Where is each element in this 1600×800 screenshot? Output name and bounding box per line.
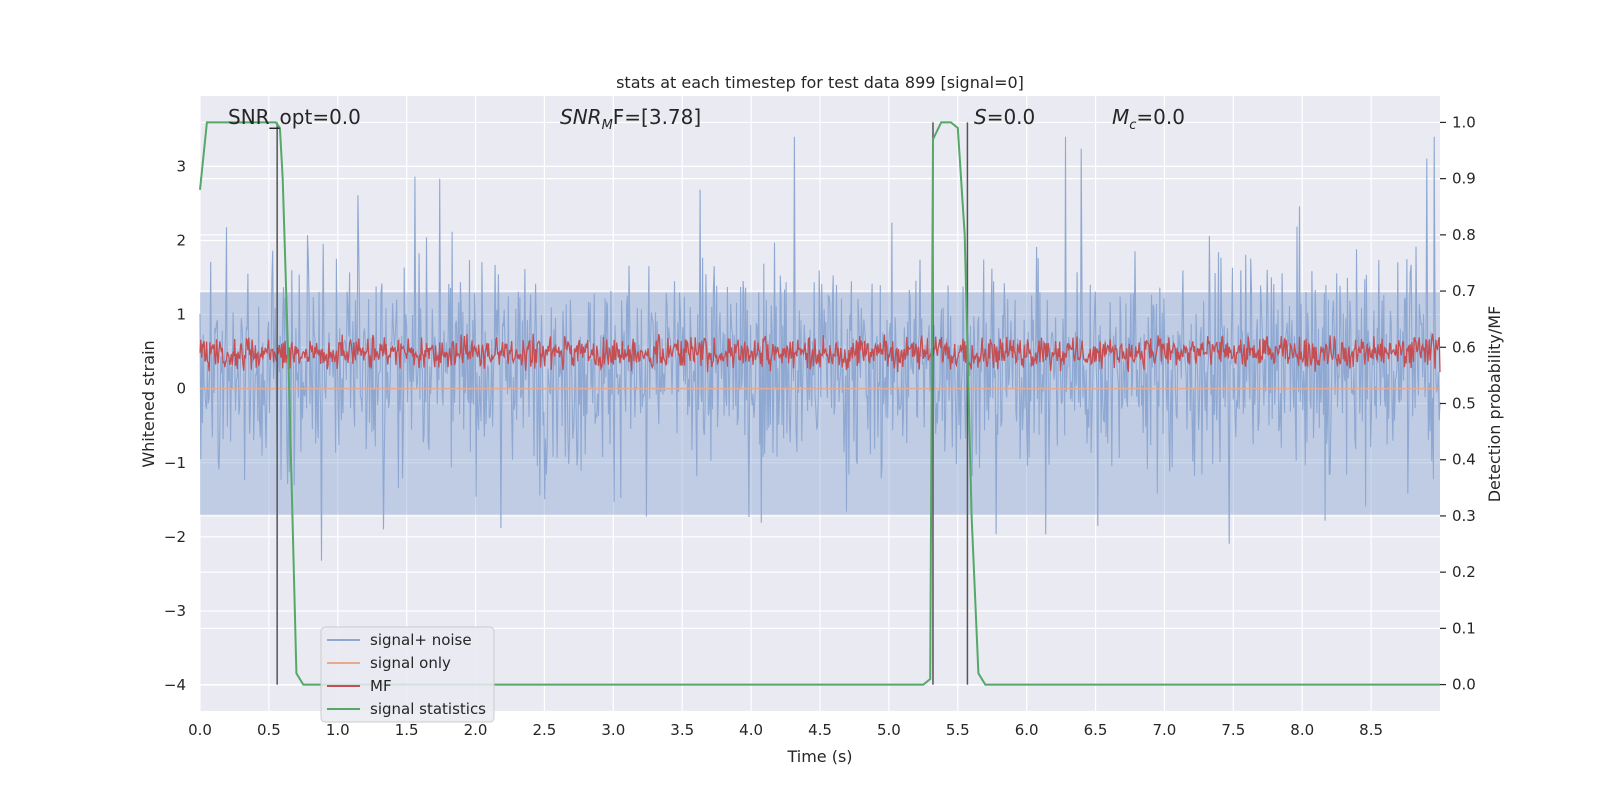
- annotation-s: S=0.0: [974, 105, 1035, 129]
- y-left-tick-label: −4: [164, 676, 186, 694]
- x-tick-label: 7.5: [1221, 721, 1245, 739]
- y-right-tick-label: 0.5: [1452, 395, 1476, 413]
- x-tick-label: 1.0: [326, 721, 350, 739]
- x-tick-label: 2.0: [464, 721, 488, 739]
- legend-label-signal-only: signal only: [370, 654, 451, 672]
- y-axis-left-ticks: 3 2 1 0 −1 −2 −3 −4: [164, 157, 186, 694]
- y-right-tick-label: 1.0: [1452, 113, 1476, 131]
- y-axis-right-label: Detection probability/MF: [1485, 306, 1504, 503]
- x-axis-label: Time (s): [786, 747, 852, 766]
- x-tick-label: 7.0: [1153, 721, 1177, 739]
- x-tick-label: 8.0: [1290, 721, 1314, 739]
- annotation-snr-mf: SNRMF=[3.78]: [560, 105, 701, 133]
- legend-label-signal-noise: signal+ noise: [370, 631, 472, 649]
- signal-noise-line: [199, 136, 1441, 561]
- annotation-mc: Mc=0.0: [1112, 105, 1185, 133]
- x-tick-label: 1.5: [395, 721, 419, 739]
- legend-label-mf: MF: [370, 677, 392, 695]
- y-right-tick-label: 0.4: [1452, 451, 1476, 469]
- x-tick-label: 6.5: [1084, 721, 1108, 739]
- x-tick-label: 2.5: [533, 721, 557, 739]
- x-tick-label: 5.0: [877, 721, 901, 739]
- y-left-tick-label: 0: [176, 380, 186, 398]
- y-right-tick-label: 0.3: [1452, 507, 1476, 525]
- legend-label-signal-statistics: signal statistics: [370, 700, 486, 718]
- y-left-tick-label: 3: [176, 157, 186, 175]
- x-tick-label: 5.5: [946, 721, 970, 739]
- y-right-tick-label: 0.9: [1452, 170, 1476, 188]
- signal-noise-band: [200, 292, 1440, 515]
- x-tick-label: 4.0: [739, 721, 763, 739]
- y-right-tick-label: 0.8: [1452, 226, 1476, 244]
- x-axis-ticks: 0.0 0.5 1.0 1.5 2.0 2.5 3.0 3.5 4.0 4.5 5.0 5.5 6.0 6…: [188, 721, 1383, 739]
- y-left-tick-label: −2: [164, 528, 186, 546]
- x-tick-label: 3.5: [670, 721, 694, 739]
- y-right-tick-label: 0.1: [1452, 619, 1476, 637]
- signal-statistics-series: [199, 121, 1440, 686]
- mf-series: [199, 333, 1441, 373]
- y-right-tick-label: 0.6: [1452, 338, 1476, 356]
- x-tick-label: 3.0: [601, 721, 625, 739]
- y-left-tick-label: −1: [164, 454, 186, 472]
- x-tick-label: 4.5: [808, 721, 832, 739]
- signal-statistics-line: [199, 121, 1440, 686]
- legend-box: [320, 626, 495, 723]
- x-tick-label: 6.0: [1015, 721, 1039, 739]
- legend: signal+ noise signal only MF signal stat…: [320, 626, 495, 723]
- chart-title: stats at each timestep for test data 899…: [616, 73, 1024, 92]
- x-tick-label: 0.5: [257, 721, 281, 739]
- annotation-snr-opt: SNR_opt=0.0: [228, 105, 361, 129]
- y-left-tick-label: 2: [176, 231, 186, 249]
- y-axis-left-label: Whitened strain: [139, 340, 158, 467]
- y-left-tick-label: −3: [164, 602, 186, 620]
- y-right-tick-label: 0.0: [1452, 676, 1476, 694]
- x-tick-label: 0.0: [188, 721, 212, 739]
- y-left-tick-label: 1: [176, 306, 186, 324]
- signal-noise-series: [199, 136, 1441, 561]
- x-tick-label: 8.5: [1359, 721, 1383, 739]
- y-right-tick-label: 0.7: [1452, 282, 1476, 300]
- mf-line: [199, 333, 1441, 373]
- y-axis-right-ticks: 1.0 0.9 0.8 0.7 0.6 0.5 0.4 0.3 0.2 0.1 0.0: [1440, 113, 1476, 694]
- y-right-tick-label: 0.2: [1452, 563, 1476, 581]
